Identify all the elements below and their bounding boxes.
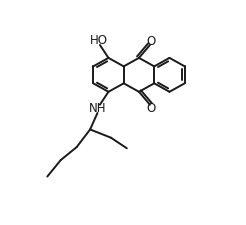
Text: O: O [147,35,156,48]
Text: HO: HO [90,34,108,47]
Text: NH: NH [89,102,106,115]
Text: O: O [147,102,156,115]
